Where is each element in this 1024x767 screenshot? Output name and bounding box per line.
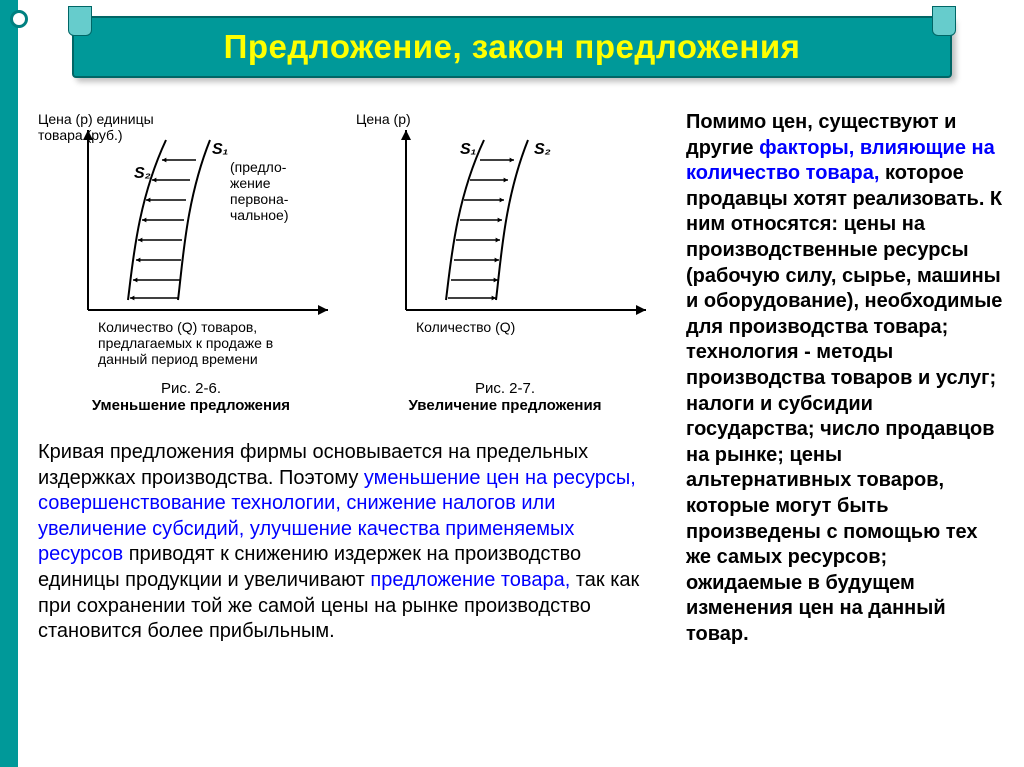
br-seg3: которое продавцы хотят реализовать. К ни…: [686, 162, 1002, 645]
fig-num-right: Рис. 2-7.: [352, 380, 658, 397]
svg-text:Цена (p) единицы: Цена (p) единицы: [38, 111, 154, 127]
svg-text:предлагаемых к продаже в: предлагаемых к продаже в: [98, 335, 273, 351]
chart-right-svg: Цена (p) Количество (Q) S₁ S₂: [356, 110, 666, 370]
fig-num-left: Рис. 2-6.: [38, 380, 344, 397]
title-text: Предложение, закон предложения: [90, 28, 934, 66]
fig-name-right: Увеличение предложения: [352, 397, 658, 414]
fig-name-left: Уменьшение предложения: [38, 397, 344, 414]
svg-text:чальное): чальное): [230, 207, 289, 223]
svg-text:S₂: S₂: [534, 141, 551, 158]
svg-text:данный период времени: данный период времени: [98, 351, 258, 367]
caption-right: Рис. 2-7. Увеличение предложения: [352, 380, 658, 414]
chart-right: Цена (p) Количество (Q) S₁ S₂: [356, 110, 666, 380]
svg-text:(предло-: (предло-: [230, 159, 287, 175]
svg-text:S₁: S₁: [212, 141, 228, 158]
svg-text:S₂: S₂: [134, 165, 151, 182]
svg-text:Количество (Q) товаров,: Количество (Q) товаров,: [98, 319, 257, 335]
body-right-text: Помимо цен, существуют и другие факторы,…: [686, 110, 1006, 647]
svg-text:Цена (p): Цена (p): [356, 111, 411, 127]
svg-text:товара (руб.): товара (руб.): [38, 127, 123, 143]
svg-text:S₁: S₁: [460, 141, 476, 158]
chart-left: Цена (p) единицытовара (руб.) Количество …: [38, 110, 348, 380]
svg-text:жение: жение: [230, 175, 271, 191]
body-left-text: Кривая предложения фирмы основывается на…: [38, 440, 658, 645]
svg-text:первона-: первона-: [230, 191, 289, 207]
svg-text:Количество (Q): Количество (Q): [416, 319, 515, 335]
chart-row: Цена (p) единицытовара (руб.) Количество …: [38, 110, 658, 380]
corner-circle-icon: [10, 10, 28, 28]
chart-left-svg: Цена (p) единицытовара (руб.) Количество …: [38, 110, 348, 370]
title-banner: Предложение, закон предложения: [72, 16, 952, 78]
chart-captions: Рис. 2-6. Уменьшение предложения Рис. 2-…: [38, 380, 658, 414]
caption-left: Рис. 2-6. Уменьшение предложения: [38, 380, 344, 414]
bl-seg4: предложение товара,: [370, 569, 570, 591]
left-decor-stripe: [0, 0, 18, 767]
